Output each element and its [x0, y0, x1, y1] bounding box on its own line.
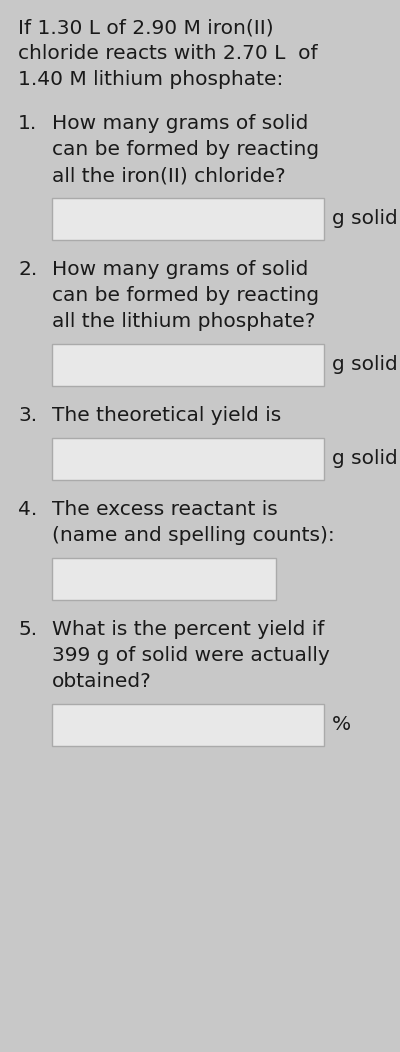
Text: (name and spelling counts):: (name and spelling counts): [52, 526, 335, 545]
Text: 1.: 1. [18, 114, 37, 133]
Text: obtained?: obtained? [52, 672, 152, 691]
FancyBboxPatch shape [52, 438, 324, 480]
Text: 5.: 5. [18, 620, 37, 639]
Text: What is the percent yield if: What is the percent yield if [52, 620, 324, 639]
Text: g solid: g solid [332, 449, 398, 468]
Text: %: % [332, 715, 351, 734]
FancyBboxPatch shape [52, 198, 324, 240]
Text: g solid: g solid [332, 356, 398, 375]
Text: 1.40 M lithium phosphate:: 1.40 M lithium phosphate: [18, 70, 283, 89]
Text: The excess reactant is: The excess reactant is [52, 500, 278, 519]
FancyBboxPatch shape [52, 344, 324, 386]
Text: all the lithium phosphate?: all the lithium phosphate? [52, 312, 315, 331]
Text: chloride reacts with 2.70 L  of: chloride reacts with 2.70 L of [18, 44, 318, 63]
Text: If 1.30 L of 2.90 M iron(II): If 1.30 L of 2.90 M iron(II) [18, 18, 274, 37]
Text: 3.: 3. [18, 406, 37, 425]
Text: 2.: 2. [18, 260, 37, 279]
Text: can be formed by reacting: can be formed by reacting [52, 286, 319, 305]
Text: The theoretical yield is: The theoretical yield is [52, 406, 281, 425]
Text: g solid: g solid [332, 209, 398, 228]
Text: How many grams of solid: How many grams of solid [52, 260, 308, 279]
Text: 399 g of solid were actually: 399 g of solid were actually [52, 646, 330, 665]
FancyBboxPatch shape [52, 558, 276, 600]
Text: 4.: 4. [18, 500, 37, 519]
FancyBboxPatch shape [52, 704, 324, 746]
Text: all the iron(II) chloride?: all the iron(II) chloride? [52, 166, 286, 185]
Text: How many grams of solid: How many grams of solid [52, 114, 308, 133]
Text: can be formed by reacting: can be formed by reacting [52, 140, 319, 159]
